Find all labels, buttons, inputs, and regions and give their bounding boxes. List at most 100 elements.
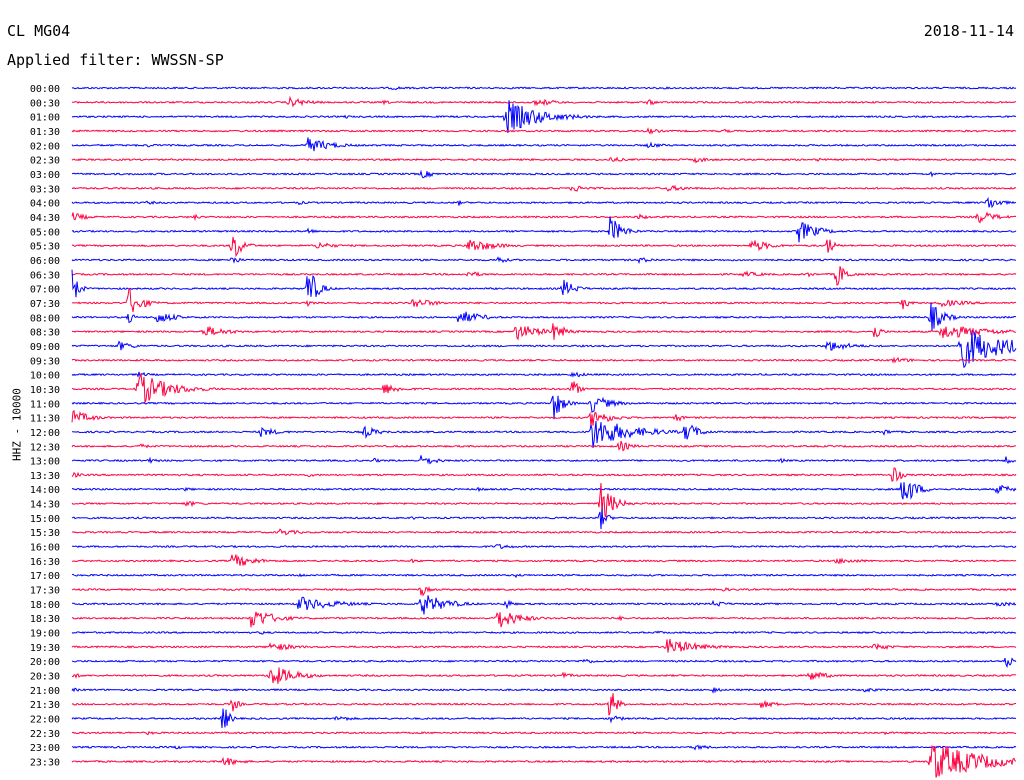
trace-line	[71, 440, 1017, 452]
time-label: 11:00	[30, 399, 60, 410]
time-label: 06:30	[30, 270, 60, 281]
trace-line	[71, 508, 1017, 530]
trace-line	[71, 667, 1017, 684]
time-label: 16:30	[30, 557, 60, 568]
trace-line	[71, 236, 1017, 258]
trace-line	[71, 330, 1017, 369]
time-label: 05:30	[30, 242, 60, 253]
time-label: 22:00	[30, 715, 60, 726]
record-date: 2018-11-14	[923, 22, 1014, 40]
time-label: 18:30	[30, 614, 60, 625]
time-label: 23:30	[30, 758, 60, 769]
trace-line	[71, 371, 1017, 378]
time-label: 22:30	[30, 729, 60, 740]
trace-line	[71, 269, 1017, 298]
trace-line	[71, 528, 1017, 536]
time-label: 16:00	[30, 543, 60, 554]
trace-line	[71, 196, 1017, 209]
time-label: 03:00	[30, 170, 60, 181]
trace-line	[71, 638, 1017, 653]
trace-line	[71, 693, 1016, 716]
time-label: 02:00	[30, 141, 60, 152]
time-label: 08:30	[30, 328, 60, 339]
trace-line	[71, 356, 1017, 364]
time-label: 01:00	[30, 113, 60, 124]
trace-line	[71, 211, 1017, 224]
filter-label: Applied filter: WWSSN-SP	[7, 51, 224, 69]
time-label: 12:00	[30, 428, 60, 439]
trace-line	[71, 127, 1017, 135]
trace-line	[71, 467, 1017, 482]
time-label: 18:00	[30, 600, 60, 611]
trace-line	[71, 420, 1017, 448]
trace-line	[71, 137, 1017, 152]
time-label: 17:30	[30, 586, 60, 597]
trace-line	[71, 100, 1017, 133]
time-label: 10:00	[30, 371, 60, 382]
trace-line	[71, 730, 1017, 736]
trace-line	[71, 395, 1017, 420]
time-label: 04:30	[30, 213, 60, 224]
time-label: 14:00	[30, 485, 60, 496]
trace-line	[71, 409, 1017, 427]
trace-line	[72, 543, 1017, 550]
time-label: 04:00	[30, 199, 60, 210]
trace-line	[71, 266, 1017, 286]
trace-line	[71, 657, 1017, 669]
trace-line	[71, 95, 1016, 108]
trace-line	[71, 256, 1017, 265]
trace-line	[71, 216, 1017, 243]
time-label: 07:00	[30, 285, 60, 296]
trace-line	[71, 302, 1017, 332]
trace-line	[71, 169, 1017, 179]
time-label: 10:30	[30, 385, 60, 396]
seismic-traces	[71, 86, 1017, 778]
time-label: 14:30	[30, 500, 60, 511]
time-label: 11:30	[30, 414, 60, 425]
trace-line	[71, 323, 1017, 341]
time-label: 17:00	[30, 571, 60, 582]
trace-line	[71, 373, 1017, 403]
trace-line	[71, 482, 1017, 518]
station-code: CL MG04	[7, 22, 71, 40]
time-label: 07:30	[30, 299, 60, 310]
trace-line	[71, 288, 1017, 312]
trace-line	[71, 744, 1017, 751]
time-label: 09:00	[30, 342, 60, 353]
trace-line	[71, 595, 1017, 615]
time-label: 20:30	[30, 672, 60, 683]
trace-line	[71, 482, 1017, 500]
time-label: 15:00	[30, 514, 60, 525]
trace-line	[71, 184, 1017, 192]
time-label: 06:00	[30, 256, 60, 267]
trace-line	[71, 585, 1017, 597]
trace-line	[71, 708, 1017, 729]
time-label: 01:30	[30, 127, 60, 138]
time-label: 08:00	[30, 313, 60, 324]
time-label: 19:30	[30, 643, 60, 654]
time-label: 13:00	[30, 457, 60, 468]
trace-line	[71, 156, 1017, 164]
trace-line	[71, 611, 1017, 628]
time-label: 05:00	[30, 227, 60, 238]
time-label: 23:00	[30, 743, 60, 754]
time-tick-labels: 00:00 00:30 01:00 01:30 02:00 02:30 03:00 03:30…	[30, 84, 60, 769]
trace-line	[71, 455, 1017, 465]
time-label: 20:00	[30, 657, 60, 668]
trace-line	[71, 554, 1017, 566]
time-label: 15:30	[30, 528, 60, 539]
trace-line	[71, 687, 1017, 694]
trace-line	[71, 86, 1017, 91]
time-label: 02:30	[30, 156, 60, 167]
time-label: 00:30	[30, 98, 60, 109]
time-label: 12:30	[30, 442, 60, 453]
time-label: 09:30	[30, 356, 60, 367]
time-label: 03:30	[30, 184, 60, 195]
time-label: 21:30	[30, 700, 60, 711]
time-label: 13:30	[30, 471, 60, 482]
trace-line	[71, 630, 1017, 635]
trace-line	[71, 744, 1017, 778]
time-label: 00:00	[30, 84, 60, 95]
time-label: 21:00	[30, 686, 60, 697]
